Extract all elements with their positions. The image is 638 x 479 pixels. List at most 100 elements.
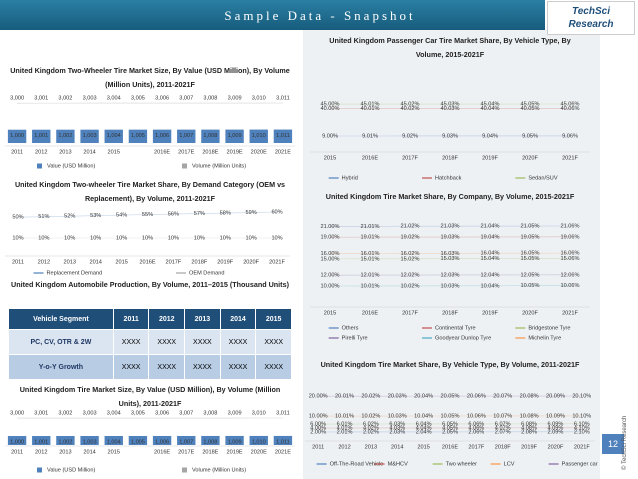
table-cell: XXXX <box>148 329 186 355</box>
point-label: 2.09% <box>548 429 564 435</box>
point-label: 45.04% <box>481 102 500 108</box>
x-tick-label: 2013 <box>365 444 377 450</box>
point-label: 4.09% <box>548 425 564 431</box>
bar-label: 1,007 <box>179 439 193 445</box>
point-label: 2.06% <box>468 429 484 435</box>
x-tick-label: 2020F <box>522 310 538 316</box>
point-label: 4.03% <box>389 425 405 431</box>
point-label: 10% <box>220 235 231 241</box>
bar-label: 1,007 <box>179 133 193 139</box>
x-tick-label: 2013 <box>59 149 71 155</box>
x-tick-label: 2012 <box>35 449 47 455</box>
bar-label: 1,010 <box>252 133 266 139</box>
point-label: 10.02% <box>401 283 420 289</box>
x-tick-label: 2020F <box>548 444 564 450</box>
x-tick-label: 2018E <box>202 449 218 455</box>
bar-label: 1,000 <box>10 440 24 446</box>
point-label: 10.01% <box>361 283 380 289</box>
point-label: 3,011 <box>276 410 290 416</box>
x-tick-label: 2016E <box>442 444 458 450</box>
legend-label: Off-The-Road Vehicle <box>330 461 384 467</box>
point-label: 2.04% <box>416 429 432 435</box>
point-label: 40.02% <box>401 106 420 112</box>
logo: TechSci Research <box>547 1 635 35</box>
bar-label: 1,006 <box>155 133 169 139</box>
point-label: 10.05% <box>521 283 540 289</box>
point-label: 15.03% <box>441 256 460 262</box>
point-label: 12.05% <box>521 272 540 278</box>
point-label: 4.06% <box>468 425 484 431</box>
point-label: 45.02% <box>401 102 420 108</box>
x-tick-label: 2011 <box>11 149 23 155</box>
table-cell: Y-o-Y Growth <box>8 354 114 380</box>
legend-label: Value (USD Million) <box>47 163 96 169</box>
legend-label: Continental Tyre <box>435 325 476 331</box>
point-label: 10.00% <box>309 414 328 420</box>
point-label: 19.01% <box>361 235 380 241</box>
legend-label: Two wheeler <box>446 461 478 467</box>
point-label: 3,000 <box>10 96 24 102</box>
legend-label: Others <box>342 325 359 331</box>
x-tick-label: 2021F <box>574 444 590 450</box>
bar-label: 1,003 <box>83 133 97 139</box>
point-label: 9.00% <box>322 133 338 139</box>
x-tick-label: 2018E <box>202 149 218 155</box>
x-tick-label: 2015 <box>324 155 336 161</box>
x-tick-label: 2012 <box>35 149 47 155</box>
point-label: 20.05% <box>441 394 460 400</box>
x-tick-label: 2019F <box>217 259 233 265</box>
point-label: 4.08% <box>521 425 537 431</box>
point-label: 10% <box>64 235 75 241</box>
bar-label: 1,002 <box>58 133 72 139</box>
table-title: United Kingdom Automobile Production, By… <box>11 280 289 289</box>
table-cell: XXXX <box>148 354 186 380</box>
bar <box>80 436 99 445</box>
point-label: 10% <box>194 235 205 241</box>
bar-label: 1,010 <box>252 439 266 445</box>
header-cell: Vehicle Segment <box>8 308 114 330</box>
table-cell: XXXX <box>255 329 292 355</box>
point-label: 51% <box>38 214 49 220</box>
point-label: 45.03% <box>441 102 460 108</box>
point-label: 4.07% <box>495 425 511 431</box>
point-label: 6.09% <box>548 421 564 427</box>
x-tick-label: 2016E <box>154 149 170 155</box>
point-label: 6.06% <box>468 421 484 427</box>
x-tick-label: 2019E <box>226 149 242 155</box>
point-label: 54% <box>116 213 127 219</box>
point-label: 10.10% <box>572 413 591 419</box>
point-label: 10.00% <box>321 283 340 289</box>
point-label: 4.02% <box>363 425 379 431</box>
point-label: 40.05% <box>521 106 540 112</box>
point-label: 15.02% <box>401 256 420 262</box>
chart-title: United Kingdom Two-Wheeler Tire Market S… <box>10 66 290 89</box>
x-tick-label: 2018F <box>191 259 207 265</box>
header-cell: 2014 <box>219 308 257 330</box>
table-cell: XXXX <box>255 354 292 380</box>
point-label: 3,008 <box>203 96 217 102</box>
point-label: 16.00% <box>321 251 340 257</box>
bar-label: 1,004 <box>107 133 121 139</box>
point-label: 3,009 <box>228 96 242 102</box>
point-label: 21.04% <box>481 224 500 230</box>
point-label: 4.10% <box>574 425 590 431</box>
point-label: 3,004 <box>107 411 121 417</box>
point-label: 3,003 <box>83 411 97 417</box>
point-label: 19.04% <box>481 234 500 240</box>
point-label: 10.01% <box>335 414 354 420</box>
bar-label: 1,000 <box>10 133 24 139</box>
point-label: 12.06% <box>561 272 580 278</box>
x-tick-label: 2020E <box>251 449 267 455</box>
point-label: 10.05% <box>441 413 460 419</box>
point-label: 59% <box>246 210 257 216</box>
bar-label: 1,005 <box>131 439 145 445</box>
point-label: 9.03% <box>442 133 458 139</box>
x-tick-label: 2020F <box>522 155 538 161</box>
point-label: 6.01% <box>337 422 353 428</box>
point-label: 10.04% <box>414 413 433 419</box>
bar <box>104 129 123 143</box>
table-cell: XXXX <box>112 329 150 355</box>
legend-label: Goodyear Dunlop Tyre <box>435 335 491 341</box>
logo-bottom: Research <box>568 19 614 30</box>
table-cell: XXXX <box>219 329 257 355</box>
